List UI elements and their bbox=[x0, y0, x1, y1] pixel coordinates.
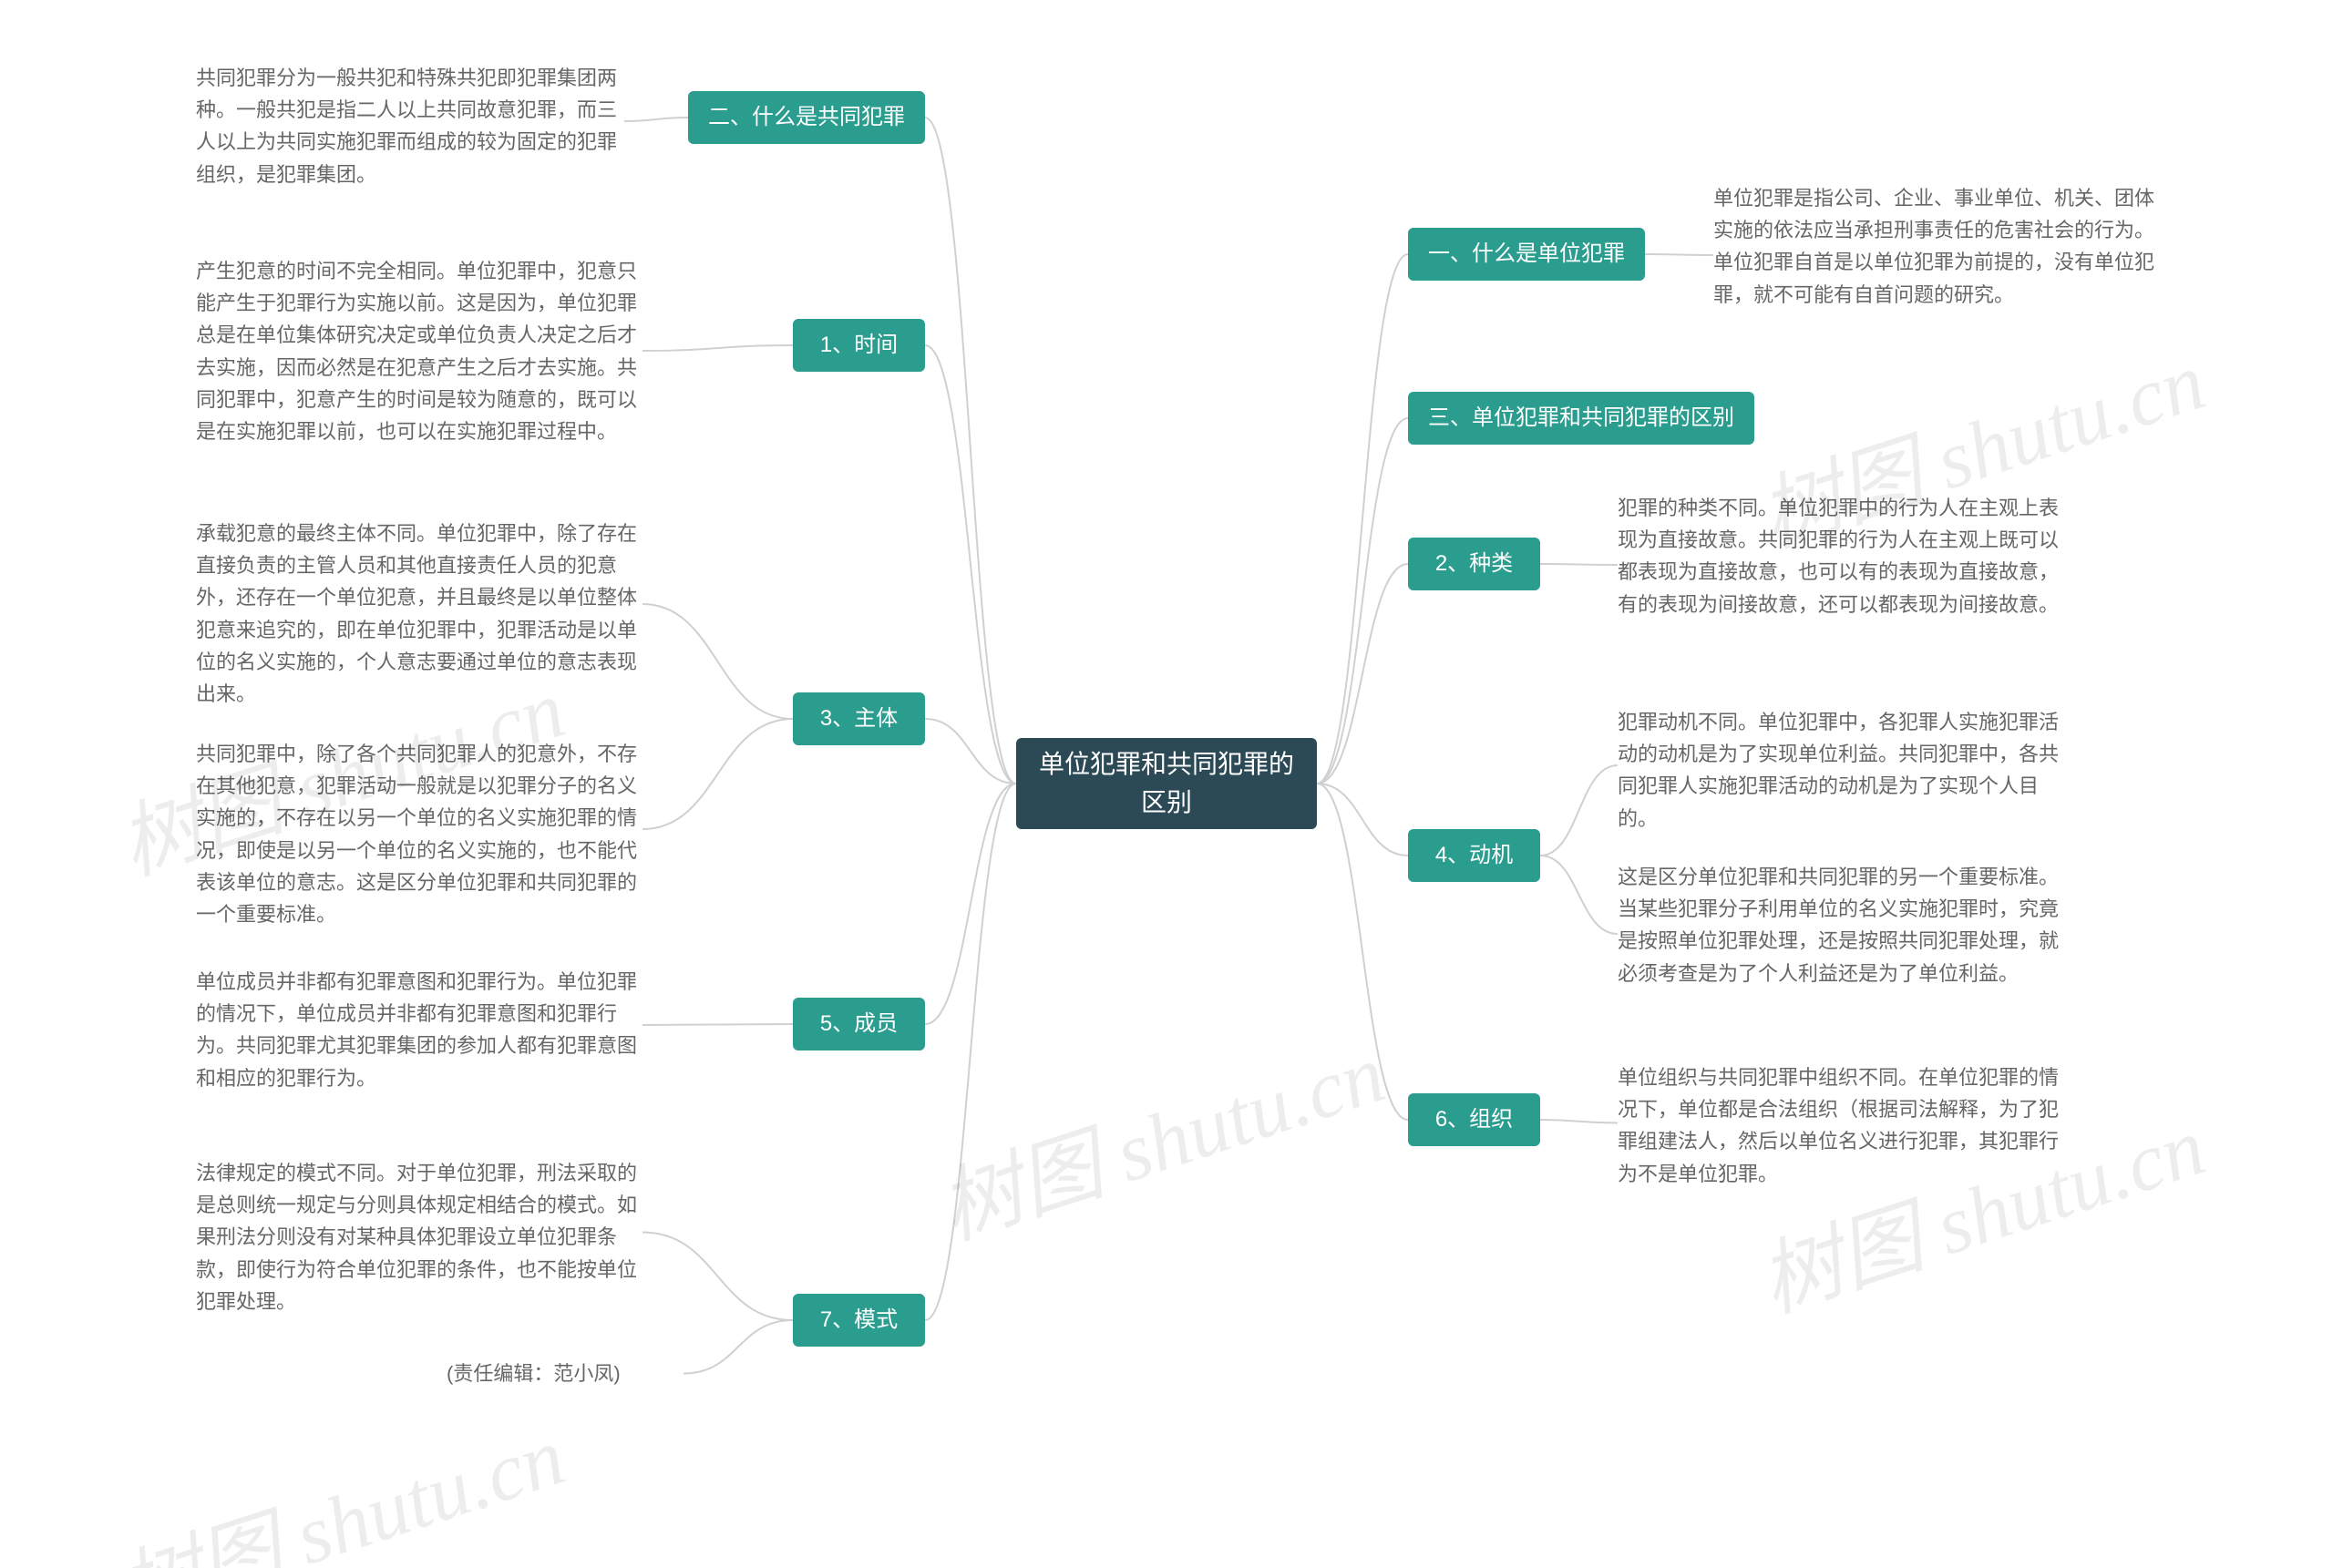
branch-node-l_subject: 3、主体 bbox=[793, 692, 925, 745]
leaf-r_kind-0: 犯罪的种类不同。单位犯罪中的行为人在主观上表现为直接故意。共同犯罪的行为人在主观… bbox=[1618, 492, 2064, 620]
leaf-r_motive-1: 这是区分单位犯罪和共同犯罪的另一个重要标准。当某些犯罪分子利用单位的名义实施犯罪… bbox=[1618, 861, 2064, 989]
branch-node-r3: 三、单位犯罪和共同犯罪的区别 bbox=[1408, 392, 1754, 445]
watermark-1: 树图 shutu.cn bbox=[102, 1389, 576, 1568]
leaf-r1-0: 单位犯罪是指公司、企业、事业单位、机关、团体实施的依法应当承担刑事责任的危害社会… bbox=[1713, 182, 2160, 311]
leaf-r_motive-0: 犯罪动机不同。单位犯罪中，各犯罪人实施犯罪活动的动机是为了实现单位利益。共同犯罪… bbox=[1618, 706, 2064, 835]
branch-node-l_member: 5、成员 bbox=[793, 998, 925, 1050]
branch-node-r_org: 6、组织 bbox=[1408, 1093, 1540, 1146]
leaf-l_time-0: 产生犯意的时间不完全相同。单位犯罪中，犯意只能产生于犯罪行为实施以前。这是因为，… bbox=[196, 255, 642, 447]
leaf-l_mode-1: (责任编辑：范小凤) bbox=[447, 1358, 683, 1389]
watermark-2: 树图 shutu.cn bbox=[922, 1007, 1396, 1262]
center-node: 单位犯罪和共同犯罪的区别 bbox=[1016, 738, 1317, 829]
leaf-l_mode-0: 法律规定的模式不同。对于单位犯罪，刑法采取的是总则统一规定与分则具体规定相结合的… bbox=[196, 1157, 642, 1317]
leaf-l_subject-1: 共同犯罪中，除了各个共同犯罪人的犯意外，不存在其他犯意，犯罪活动一般就是以犯罪分… bbox=[196, 738, 642, 930]
branch-node-l_time: 1、时间 bbox=[793, 319, 925, 372]
leaf-r_org-0: 单位组织与共同犯罪中组织不同。在单位犯罪的情况下，单位都是合法组织（根据司法解释… bbox=[1618, 1061, 2064, 1190]
leaf-l2-0: 共同犯罪分为一般共犯和特殊共犯即犯罪集团两种。一般共犯是指二人以上共同故意犯罪，… bbox=[196, 62, 624, 190]
branch-node-r_kind: 2、种类 bbox=[1408, 538, 1540, 590]
branch-node-r1: 一、什么是单位犯罪 bbox=[1408, 228, 1645, 281]
branch-node-l2: 二、什么是共同犯罪 bbox=[688, 91, 925, 144]
branch-node-r_motive: 4、动机 bbox=[1408, 829, 1540, 882]
leaf-l_member-0: 单位成员并非都有犯罪意图和犯罪行为。单位犯罪的情况下，单位成员并非都有犯罪意图和… bbox=[196, 966, 642, 1094]
leaf-l_subject-0: 承载犯意的最终主体不同。单位犯罪中，除了存在直接负责的主管人员和其他直接责任人员… bbox=[196, 518, 642, 710]
branch-node-l_mode: 7、模式 bbox=[793, 1294, 925, 1347]
